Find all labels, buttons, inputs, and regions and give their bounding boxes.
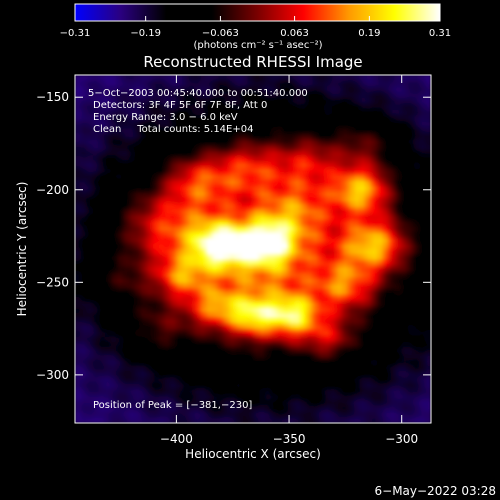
footer-timestamp: 6−May−2022 03:28 [375,484,497,498]
colorbar-ticks: −0.31 −0.19 −0.063 0.063 0.19 0.31 [60,16,451,39]
x-axis-label: Heliocentric X (arcsec) [185,447,321,461]
colorbar-unit-label: (photons cm⁻² s⁻¹ asec⁻²) [193,40,322,51]
annotation-block: 5−Oct−2003 00:45:40.000 to 00:51:40.000 … [88,88,308,411]
x-tick-label: −400 [160,432,193,446]
x-tick-label: −350 [273,432,306,446]
y-tick-label: −250 [36,275,69,289]
colorbar: −0.31 −0.19 −0.063 0.063 0.19 0.31 (photons c… [60,3,451,51]
y-tick-label: −150 [36,90,69,104]
chart-title: Reconstructed RHESSI Image [143,53,362,71]
colorbar-tick-label: 0.31 [429,28,451,39]
y-tick-label: −300 [36,368,69,382]
x-tick-label: −300 [385,432,418,446]
annotation-energy-range: Energy Range: 3.0 − 6.0 keV [93,112,238,123]
colorbar-tick-label: −0.19 [130,28,161,39]
annotation-time-range: 5−Oct−2003 00:45:40.000 to 00:51:40.000 [88,88,308,99]
annotation-detectors: Detectors: 3F 4F 5F 6F 7F 8F, Att 0 [93,100,267,111]
colorbar-tick-label: 0.19 [358,28,380,39]
colorbar-tick-label: −0.063 [202,28,239,39]
colorbar-tick-label: −0.31 [60,28,91,39]
axis-ticks: −400 −350 −300 −150 −200 −250 −300 [36,75,431,446]
y-tick-label: −200 [36,183,69,197]
colorbar-tick-label: 0.063 [280,28,309,39]
colorbar-frame [74,3,441,22]
plot-area: −400 −350 −300 −150 −200 −250 −300 [36,74,432,446]
annotation-clean-counts: Clean Total counts: 5.14E+04 [93,124,253,135]
heatmap-image [75,75,431,423]
plot-frame [74,74,432,424]
colorbar-gradient [75,4,440,21]
peak-position-label: Position of Peak = [−381,−230] [93,400,252,411]
y-axis-label: Heliocentric Y (arcsec) [15,182,29,317]
